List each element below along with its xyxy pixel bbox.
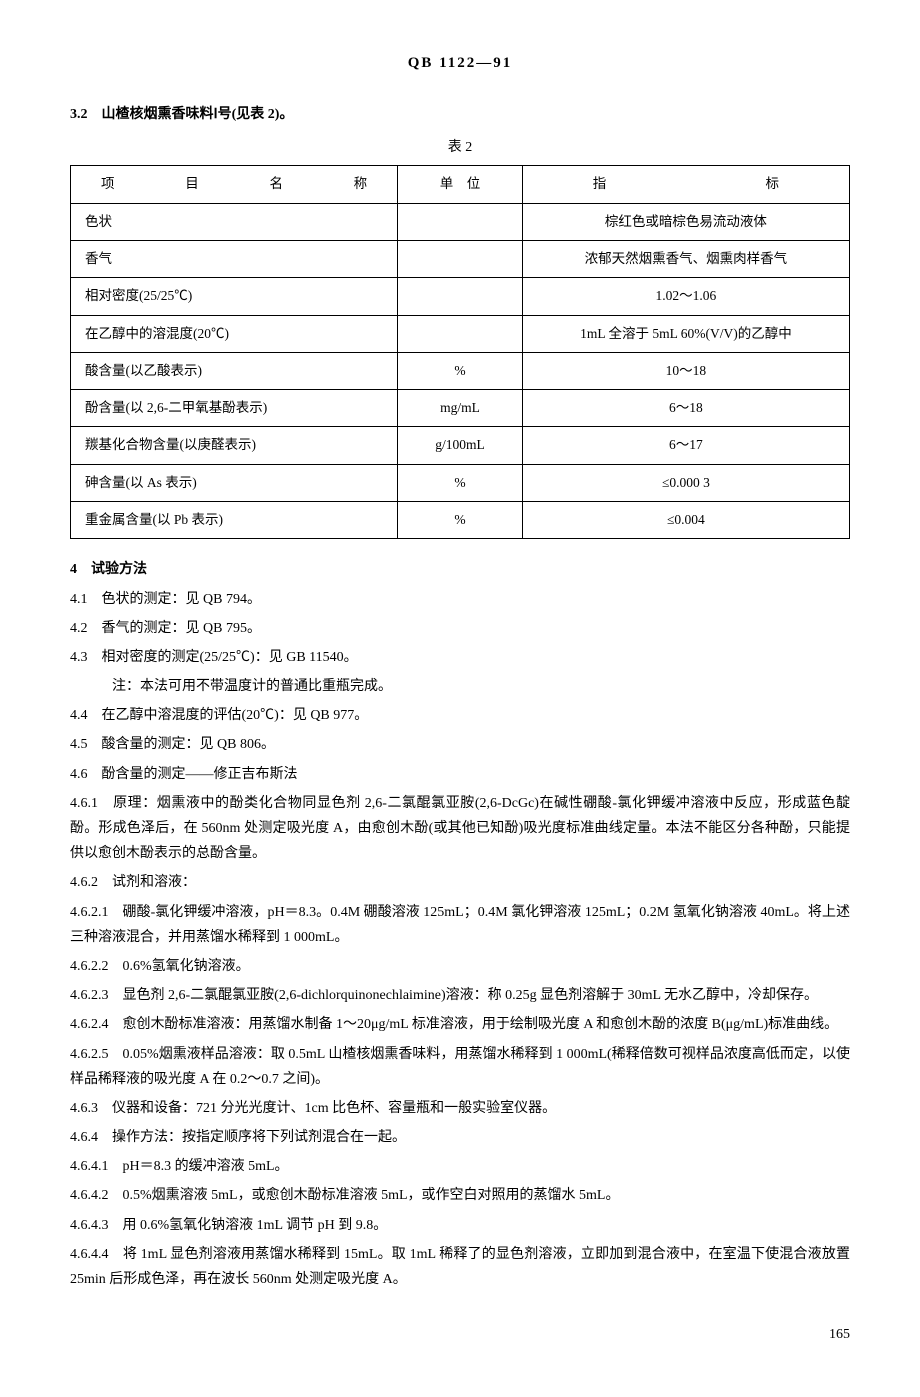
cell-name: 砷含量(以 As 表示) — [71, 464, 398, 501]
cell-name: 色状 — [71, 203, 398, 240]
cell-value: 浓郁天然烟熏香气、烟熏肉样香气 — [522, 240, 849, 277]
table-row: 酸含量(以乙酸表示)%10～18 — [71, 352, 850, 389]
cell-value: 棕红色或暗棕色易流动液体 — [522, 203, 849, 240]
table-row: 在乙醇中的溶混度(20℃) 1mL 全溶于 5mL 60%(V/V)的乙醇中 — [71, 315, 850, 352]
para-4-6: 4.6 酚含量的测定——修正吉布斯法 — [70, 762, 850, 787]
para-4-6-4-2: 4.6.4.2 0.5%烟熏溶液 5mL，或愈创木酚标准溶液 5mL，或作空白对… — [70, 1183, 850, 1208]
table-row: 相对密度(25/25℃) 1.02～1.06 — [71, 278, 850, 315]
th-item-name-1: 项 — [101, 172, 115, 196]
cell-name: 羰基化合物含量(以庚醛表示) — [71, 427, 398, 464]
table-2: 项 目 名 称 单 位 指 标 色状 棕红色或暗棕色易流动液体香气 浓郁天然烟熏香气… — [70, 165, 850, 539]
cell-value: 1mL 全溶于 5mL 60%(V/V)的乙醇中 — [522, 315, 849, 352]
table-row: 色状 棕红色或暗棕色易流动液体 — [71, 203, 850, 240]
section-3-2: 3.2 山楂核烟熏香味料Ⅰ号(见表 2)。 — [70, 102, 850, 127]
cell-unit — [398, 315, 523, 352]
para-4-6-2-2: 4.6.2.2 0.6%氢氧化钠溶液。 — [70, 954, 850, 979]
cell-unit — [398, 203, 523, 240]
cell-value: 6～18 — [522, 390, 849, 427]
table-row: 羰基化合物含量(以庚醛表示)g/100mL6～17 — [71, 427, 850, 464]
table-row: 酚含量(以 2,6-二甲氧基酚表示)mg/mL6～18 — [71, 390, 850, 427]
th-item-name-4: 称 — [354, 172, 368, 196]
cell-name: 香气 — [71, 240, 398, 277]
para-4-6-4: 4.6.4 操作方法：按指定顺序将下列试剂混合在一起。 — [70, 1125, 850, 1150]
para-4-6-3: 4.6.3 仪器和设备：721 分光光度计、1cm 比色杯、容量瓶和一般实验室仪… — [70, 1096, 850, 1121]
para-4-6-2: 4.6.2 试剂和溶液： — [70, 870, 850, 895]
cell-unit — [398, 278, 523, 315]
cell-name: 相对密度(25/25℃) — [71, 278, 398, 315]
th-item-name-2: 目 — [185, 172, 199, 196]
cell-value: 6～17 — [522, 427, 849, 464]
table-row: 砷含量(以 As 表示)%≤0.000 3 — [71, 464, 850, 501]
cell-name: 在乙醇中的溶混度(20℃) — [71, 315, 398, 352]
th-spec-1: 指 — [593, 172, 607, 196]
para-4-6-4-3: 4.6.4.3 用 0.6%氢氧化钠溶液 1mL 调节 pH 到 9.8。 — [70, 1213, 850, 1238]
para-4-4: 4.4 在乙醇中溶混度的评估(20℃)：见 QB 977。 — [70, 703, 850, 728]
th-unit-1: 单 — [440, 176, 454, 191]
table-row: 香气 浓郁天然烟熏香气、烟熏肉样香气 — [71, 240, 850, 277]
para-4-6-2-5: 4.6.2.5 0.05%烟熏液样品溶液：取 0.5mL 山楂核烟熏香味料，用蒸… — [70, 1042, 850, 1092]
cell-name: 酚含量(以 2,6-二甲氧基酚表示) — [71, 390, 398, 427]
para-4-3-note: 注：本法可用不带温度计的普通比重瓶完成。 — [70, 674, 850, 699]
para-4-6-4-1: 4.6.4.1 pH＝8.3 的缓冲溶液 5mL。 — [70, 1154, 850, 1179]
para-4-6-2-3: 4.6.2.3 显色剂 2,6-二氯醌氯亚胺(2,6-dichlorquinon… — [70, 983, 850, 1008]
para-4-6-2-1: 4.6.2.1 硼酸-氯化钾缓冲溶液，pH＝8.3。0.4M 硼酸溶液 125m… — [70, 900, 850, 950]
table-2-caption: 表 2 — [70, 135, 850, 160]
table-row: 重金属含量(以 Pb 表示)%≤0.004 — [71, 502, 850, 539]
para-4-6-4-4: 4.6.4.4 将 1mL 显色剂溶液用蒸馏水稀释到 15mL。取 1mL 稀释… — [70, 1242, 850, 1292]
cell-unit: g/100mL — [398, 427, 523, 464]
table-header-row: 项 目 名 称 单 位 指 标 — [71, 166, 850, 203]
para-4-3: 4.3 相对密度的测定(25/25℃)：见 GB 11540。 — [70, 645, 850, 670]
cell-unit: % — [398, 464, 523, 501]
cell-unit: % — [398, 352, 523, 389]
para-4-6-2-4: 4.6.2.4 愈创木酚标准溶液：用蒸馏水制备 1～20μg/mL 标准溶液，用… — [70, 1012, 850, 1037]
cell-value: 10～18 — [522, 352, 849, 389]
para-4-1: 4.1 色状的测定：见 QB 794。 — [70, 587, 850, 612]
cell-unit: mg/mL — [398, 390, 523, 427]
th-item-name-3: 名 — [269, 172, 283, 196]
th-spec-2: 标 — [766, 172, 780, 196]
para-4-6-1: 4.6.1 原理：烟熏液中的酚类化合物同显色剂 2,6-二氯醌氯亚胺(2,6-D… — [70, 791, 850, 867]
document-header: QB 1122—91 — [70, 50, 850, 77]
para-4-5: 4.5 酸含量的测定：见 QB 806。 — [70, 732, 850, 757]
th-unit-2: 位 — [467, 176, 481, 191]
cell-unit — [398, 240, 523, 277]
cell-value: 1.02～1.06 — [522, 278, 849, 315]
cell-name: 重金属含量(以 Pb 表示) — [71, 502, 398, 539]
cell-unit: % — [398, 502, 523, 539]
para-4-2: 4.2 香气的测定：见 QB 795。 — [70, 616, 850, 641]
cell-value: ≤0.004 — [522, 502, 849, 539]
section-4: 4 试验方法 — [70, 557, 850, 582]
cell-value: ≤0.000 3 — [522, 464, 849, 501]
cell-name: 酸含量(以乙酸表示) — [71, 352, 398, 389]
